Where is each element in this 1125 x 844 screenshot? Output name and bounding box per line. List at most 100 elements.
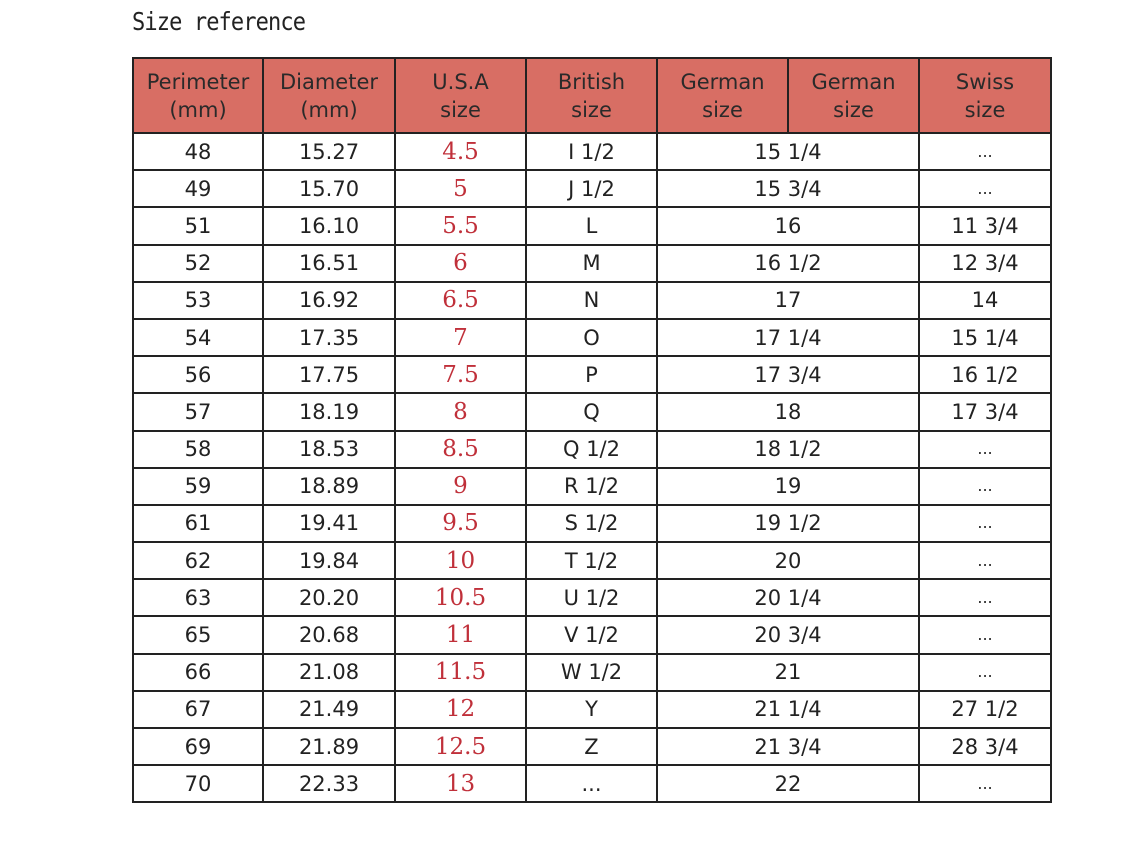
german-size-cell: 22 <box>656 764 920 804</box>
usa-size-cell: 8.5 <box>394 429 527 469</box>
header-perimeter: Perimeter (mm) <box>132 57 264 134</box>
german-size-cell: 15 3/4 <box>656 169 920 209</box>
usa-size-cell: 9.5 <box>394 503 527 544</box>
header-diameter: Diameter (mm) <box>262 57 396 134</box>
british-size-cell: Z <box>525 726 658 767</box>
diameter-cell: 18.53 <box>262 429 396 469</box>
usa-size-cell: 7 <box>394 317 527 358</box>
page-title: Size reference <box>132 7 306 36</box>
usa-size-cell: 5.5 <box>394 206 527 246</box>
header-usa-size: U.S.A size <box>394 57 527 134</box>
diameter-cell: 21.89 <box>262 726 396 767</box>
british-size-cell: M <box>525 243 658 283</box>
german-size-cell: 20 1/4 <box>656 578 920 618</box>
table-row: 57 18.19 8 Q 18 17 3/4 <box>132 392 1052 432</box>
header-german-size: German size <box>656 57 789 134</box>
diameter-cell: 15.70 <box>262 169 396 209</box>
diameter-cell: 17.75 <box>262 355 396 395</box>
perimeter-cell: 51 <box>132 206 264 246</box>
diameter-cell: 17.35 <box>262 317 396 358</box>
diameter-cell: 19.84 <box>262 541 396 581</box>
british-size-cell: N <box>525 280 658 320</box>
british-size-cell: S 1/2 <box>525 503 658 544</box>
swiss-size-cell: ... <box>918 131 1052 172</box>
usa-size-cell: 7.5 <box>394 355 527 395</box>
table-row: 51 16.10 5.5 L 16 11 3/4 <box>132 206 1052 246</box>
table-row: 53 16.92 6.5 N 17 14 <box>132 280 1052 320</box>
perimeter-cell: 70 <box>132 764 264 804</box>
usa-size-cell: 4.5 <box>394 131 527 172</box>
german-size-cell: 18 1/2 <box>656 429 920 469</box>
table-row: 48 15.27 4.5 I 1/2 15 1/4... <box>132 131 1052 172</box>
german-size-cell: 20 3/4 <box>656 615 920 655</box>
swiss-size-cell: 27 1/2 <box>918 689 1052 730</box>
swiss-size-cell: ... <box>918 466 1052 506</box>
perimeter-cell: 54 <box>132 317 264 358</box>
diameter-cell: 20.68 <box>262 615 396 655</box>
british-size-cell: W 1/2 <box>525 652 658 692</box>
table-body: 48 15.27 4.5 I 1/2 15 1/4... 49 15.70 5 J 1/2 15 … <box>132 131 1052 804</box>
perimeter-cell: 69 <box>132 726 264 767</box>
table-row: 59 18.89 9 R 1/2 19... <box>132 466 1052 506</box>
swiss-size-cell: ... <box>918 429 1052 469</box>
perimeter-cell: 67 <box>132 689 264 730</box>
diameter-cell: 16.10 <box>262 206 396 246</box>
perimeter-cell: 65 <box>132 615 264 655</box>
swiss-size-cell: ... <box>918 764 1052 804</box>
perimeter-cell: 49 <box>132 169 264 209</box>
usa-size-cell: 10 <box>394 541 527 581</box>
british-size-cell: ... <box>525 764 658 804</box>
swiss-size-cell: ... <box>918 578 1052 618</box>
swiss-size-cell: 15 1/4 <box>918 317 1052 358</box>
swiss-size-cell: 11 3/4 <box>918 206 1052 246</box>
perimeter-cell: 58 <box>132 429 264 469</box>
swiss-size-cell: ... <box>918 652 1052 692</box>
swiss-size-cell: ... <box>918 541 1052 581</box>
diameter-cell: 19.41 <box>262 503 396 544</box>
usa-size-cell: 6 <box>394 243 527 283</box>
usa-size-cell: 13 <box>394 764 527 804</box>
perimeter-cell: 53 <box>132 280 264 320</box>
swiss-size-cell: 28 3/4 <box>918 726 1052 767</box>
diameter-cell: 15.27 <box>262 131 396 172</box>
table-row: 62 19.84 10 T 1/2 20... <box>132 541 1052 581</box>
table-row: 66 21.08 11.5 W 1/2 21... <box>132 652 1052 692</box>
swiss-size-cell: 12 3/4 <box>918 243 1052 283</box>
table-row: 63 20.20 10.5 U 1/2 20 1/4... <box>132 578 1052 618</box>
header-british-size: British size <box>525 57 658 134</box>
swiss-size-cell: ... <box>918 615 1052 655</box>
british-size-cell: L <box>525 206 658 246</box>
diameter-cell: 16.92 <box>262 280 396 320</box>
german-size-cell: 21 1/4 <box>656 689 920 730</box>
perimeter-cell: 57 <box>132 392 264 432</box>
british-size-cell: J 1/2 <box>525 169 658 209</box>
german-size-cell: 19 1/2 <box>656 503 920 544</box>
usa-size-cell: 11 <box>394 615 527 655</box>
german-size-cell: 15 1/4 <box>656 131 920 172</box>
swiss-size-cell: 14 <box>918 280 1052 320</box>
british-size-cell: O <box>525 317 658 358</box>
table-row: 67 21.49 12 Y 21 1/4 27 1/2 <box>132 689 1052 730</box>
usa-size-cell: 12.5 <box>394 726 527 767</box>
perimeter-cell: 56 <box>132 355 264 395</box>
usa-size-cell: 10.5 <box>394 578 527 618</box>
usa-size-cell: 9 <box>394 466 527 506</box>
table-row: 56 17.75 7.5 P 17 3/4 16 1/2 <box>132 355 1052 395</box>
british-size-cell: V 1/2 <box>525 615 658 655</box>
german-size-cell: 20 <box>656 541 920 581</box>
usa-size-cell: 8 <box>394 392 527 432</box>
swiss-size-cell: 17 3/4 <box>918 392 1052 432</box>
ring-size-table: Perimeter (mm) Diameter (mm) U.S.A size Bri… <box>132 57 1052 804</box>
british-size-cell: P <box>525 355 658 395</box>
british-size-cell: R 1/2 <box>525 466 658 506</box>
perimeter-cell: 66 <box>132 652 264 692</box>
swiss-size-cell: 16 1/2 <box>918 355 1052 395</box>
diameter-cell: 21.08 <box>262 652 396 692</box>
header-row: Perimeter (mm) Diameter (mm) U.S.A size Bri… <box>132 57 1052 134</box>
german-size-cell: 19 <box>656 466 920 506</box>
table-row: 70 22.33 13... 22... <box>132 764 1052 804</box>
diameter-cell: 20.20 <box>262 578 396 618</box>
table-row: 52 16.51 6 M 16 1/2 12 3/4 <box>132 243 1052 283</box>
german-size-cell: 21 <box>656 652 920 692</box>
diameter-cell: 21.49 <box>262 689 396 730</box>
